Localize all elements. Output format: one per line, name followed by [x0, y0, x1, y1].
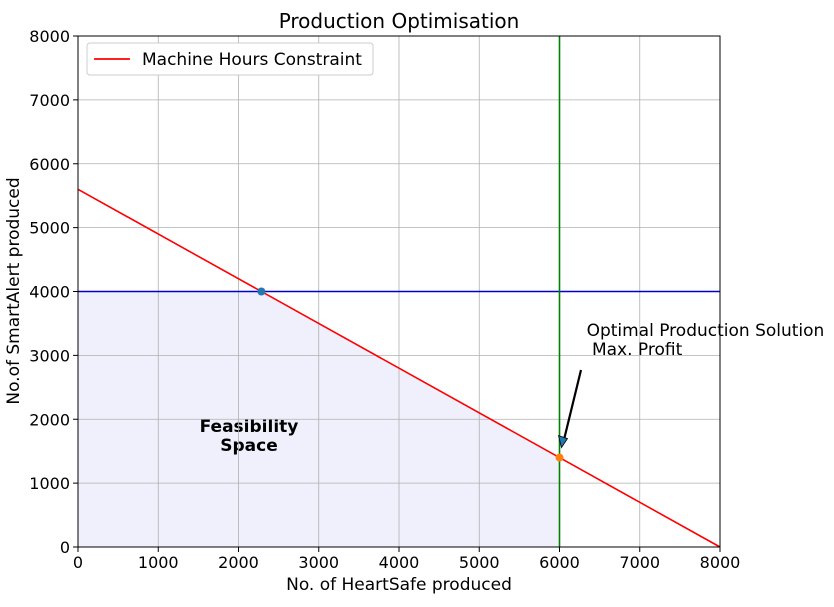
annotation-layer: Optimal Production Solution Max. Profit	[557, 321, 825, 449]
x-tick-label: 0	[73, 553, 83, 572]
y-tick-layer: 0 1000 2000 3000 4000 5000 6000 7000 8000	[29, 27, 78, 557]
y-tick-label: 0	[60, 538, 70, 557]
y-axis-label: No.of SmartAlert produced	[4, 177, 24, 404]
x-axis-label: No. of HeartSafe produced	[286, 575, 512, 595]
x-tick-layer: 0 1000 2000 3000 4000 5000 6000 7000 8000	[73, 547, 740, 572]
annotation-text-line-2: Max. Profit	[587, 340, 683, 360]
y-tick-label: 6000	[29, 155, 70, 174]
y-tick-label: 3000	[29, 346, 70, 365]
y-tick-label: 7000	[29, 91, 70, 110]
y-tick-label: 1000	[29, 474, 70, 493]
annotation-arrow-head	[557, 434, 569, 449]
legend-label: Machine Hours Constraint	[142, 50, 362, 70]
feasible-region-label-2: Space	[220, 436, 278, 456]
annotation-text-line-1: Optimal Production Solution	[587, 321, 825, 341]
x-tick-label: 7000	[619, 553, 660, 572]
data-point-2	[555, 453, 564, 462]
series-line-machine-hours	[77, 188, 721, 548]
y-tick-label: 8000	[29, 27, 70, 46]
x-tick-label: 2000	[218, 553, 259, 572]
y-tick-label: 4000	[29, 283, 70, 302]
y-tick-label: 2000	[29, 410, 70, 429]
chart-title: Production Optimisation	[279, 9, 520, 33]
annotation-arrow-shaft	[563, 369, 583, 438]
x-tick-label: 6000	[539, 553, 580, 572]
y-tick-label: 5000	[29, 219, 70, 238]
x-tick-label: 3000	[298, 553, 339, 572]
legend-box	[86, 42, 374, 76]
legend: Machine Hours Constraint	[86, 42, 374, 76]
x-tick-label: 8000	[700, 553, 741, 572]
points-layer	[257, 287, 564, 462]
feasible-region-label-1: Feasibility	[200, 417, 299, 437]
x-tick-label: 4000	[379, 553, 420, 572]
x-tick-label: 5000	[459, 553, 500, 572]
data-point-1	[257, 287, 266, 296]
x-tick-label: 1000	[138, 553, 179, 572]
lines-layer	[77, 36, 721, 548]
